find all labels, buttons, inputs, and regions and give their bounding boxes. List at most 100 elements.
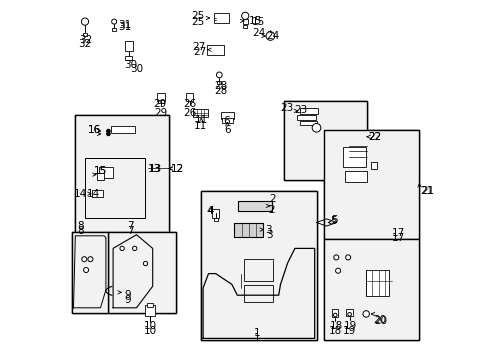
Bar [75, 115, 168, 232]
Text: 25: 25 [191, 11, 204, 21]
Bar [346, 309, 352, 316]
Bar [201, 191, 316, 340]
Bar [85, 158, 145, 218]
Bar [234, 223, 263, 237]
Bar [244, 285, 273, 302]
Bar [107, 232, 176, 313]
Bar [243, 25, 247, 28]
Bar [83, 33, 87, 36]
Text: 5: 5 [330, 215, 337, 225]
Text: 7: 7 [127, 226, 133, 236]
Bar [206, 45, 224, 55]
Circle shape [345, 255, 350, 260]
Text: 6: 6 [224, 125, 230, 135]
Bar [323, 239, 418, 340]
Bar [112, 28, 116, 31]
Text: 31: 31 [118, 20, 131, 30]
Text: 11: 11 [194, 114, 207, 125]
Circle shape [143, 261, 147, 266]
Bar [212, 209, 219, 217]
Bar [371, 162, 376, 169]
Text: 8: 8 [77, 221, 83, 231]
Bar [145, 305, 155, 316]
Circle shape [216, 72, 222, 78]
Text: 20: 20 [373, 316, 386, 326]
Text: 14: 14 [73, 189, 87, 199]
Bar [296, 115, 316, 120]
Bar [238, 201, 272, 211]
Circle shape [132, 246, 137, 251]
Bar [158, 100, 163, 103]
Circle shape [265, 32, 274, 40]
Text: 2: 2 [268, 194, 275, 204]
Text: 25: 25 [191, 17, 204, 27]
Text: 31: 31 [118, 22, 131, 32]
Text: 11: 11 [194, 121, 207, 131]
Circle shape [120, 246, 124, 251]
Text: 24: 24 [265, 31, 279, 41]
Text: 9: 9 [123, 295, 130, 305]
Bar [146, 303, 153, 307]
Bar [213, 218, 218, 221]
Text: 32: 32 [78, 39, 91, 49]
Text: 1: 1 [253, 333, 260, 343]
Circle shape [111, 19, 117, 24]
Text: 30: 30 [124, 60, 138, 70]
Bar [157, 93, 164, 101]
Bar [72, 232, 108, 313]
Circle shape [362, 311, 368, 317]
Bar [284, 101, 366, 180]
Bar [107, 232, 176, 313]
Text: 28: 28 [214, 81, 227, 91]
Text: 10: 10 [143, 326, 157, 336]
Text: 15: 15 [94, 166, 107, 176]
Bar [221, 112, 233, 119]
Bar [323, 130, 418, 239]
Bar [125, 56, 132, 60]
Circle shape [333, 255, 338, 260]
Text: 15: 15 [248, 16, 262, 26]
Bar [99, 167, 113, 178]
Bar [72, 232, 108, 313]
Text: 2: 2 [267, 204, 274, 215]
Text: 13: 13 [149, 164, 162, 174]
Text: 15: 15 [251, 17, 264, 27]
Bar [323, 130, 418, 239]
Text: 7: 7 [127, 221, 133, 231]
Bar [365, 270, 388, 296]
Text: 22: 22 [367, 132, 381, 142]
Bar [284, 101, 366, 180]
Circle shape [106, 132, 110, 136]
Circle shape [106, 129, 110, 133]
Text: 17: 17 [390, 233, 404, 243]
Text: 3: 3 [265, 225, 271, 235]
Text: 12: 12 [171, 164, 184, 174]
Bar [97, 173, 103, 180]
Text: 29: 29 [154, 108, 167, 118]
Text: 3: 3 [265, 230, 272, 240]
Text: 29: 29 [153, 99, 166, 109]
Text: 17: 17 [391, 228, 405, 238]
Text: 23: 23 [294, 105, 307, 115]
Text: 16: 16 [88, 125, 101, 135]
Text: 8: 8 [77, 226, 83, 236]
Text: 30: 30 [130, 64, 143, 74]
Circle shape [311, 123, 320, 132]
Text: 9: 9 [123, 290, 130, 300]
Text: 4: 4 [206, 206, 212, 216]
Text: 4: 4 [207, 206, 213, 216]
Text: 19: 19 [344, 321, 357, 331]
Text: 19: 19 [342, 326, 356, 336]
Text: 5: 5 [329, 216, 336, 226]
Text: 13: 13 [148, 164, 161, 174]
Circle shape [83, 267, 88, 273]
Bar [217, 81, 221, 84]
Text: 26: 26 [183, 108, 196, 118]
Bar [201, 191, 316, 340]
Text: 10: 10 [143, 321, 157, 331]
Bar [345, 171, 366, 182]
Text: 18: 18 [328, 326, 341, 336]
Bar [222, 118, 232, 123]
Text: 21: 21 [419, 186, 432, 196]
Bar [244, 259, 273, 281]
